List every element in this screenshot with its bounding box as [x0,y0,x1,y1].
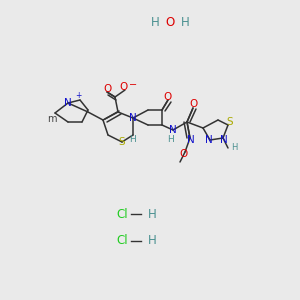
Text: N: N [220,135,228,145]
Text: N: N [64,98,72,108]
Text: O: O [103,84,111,94]
Text: N: N [205,135,213,145]
Text: N: N [129,113,137,123]
Text: S: S [119,137,125,147]
Text: Cl: Cl [116,235,128,248]
Text: +: + [75,92,81,100]
Text: H: H [167,136,173,145]
Text: O: O [120,82,128,92]
Text: H: H [181,16,189,28]
Text: H: H [231,143,237,152]
Text: H: H [148,235,156,248]
Text: H: H [148,208,156,220]
Text: O: O [165,16,175,28]
Text: O: O [164,92,172,102]
Text: N: N [169,125,177,135]
Text: N: N [187,135,195,145]
Text: H: H [151,16,159,28]
Text: m: m [47,114,57,124]
Text: S: S [227,117,233,127]
Text: −: − [129,80,137,90]
Text: Cl: Cl [116,208,128,220]
Text: O: O [179,149,187,159]
Text: H: H [130,136,136,145]
Text: O: O [189,99,197,109]
